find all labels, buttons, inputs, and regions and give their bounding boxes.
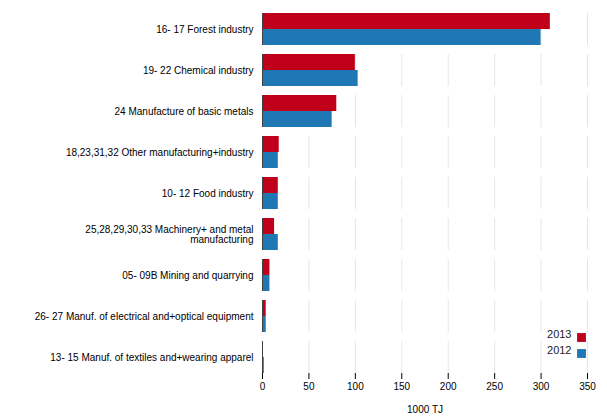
svg-text:19- 22 Chemical industry: 19- 22 Chemical industry bbox=[143, 65, 254, 76]
svg-text:26- 27 Manuf. of electrical an: 26- 27 Manuf. of electrical and+optical … bbox=[35, 311, 254, 322]
svg-text:0: 0 bbox=[260, 381, 266, 392]
svg-text:200: 200 bbox=[440, 381, 457, 392]
svg-text:18,23,31,32 Other manufacturin: 18,23,31,32 Other manufacturing+industry bbox=[66, 147, 254, 158]
svg-text:05- 09B Mining and quarrying: 05- 09B Mining and quarrying bbox=[122, 270, 253, 281]
svg-text:350: 350 bbox=[579, 381, 596, 392]
svg-text:50: 50 bbox=[303, 381, 315, 392]
svg-text:13- 15 Manuf. of textiles and+: 13- 15 Manuf. of textiles and+wearing ap… bbox=[50, 352, 253, 363]
svg-text:2012: 2012 bbox=[547, 344, 571, 356]
svg-text:10- 12 Food industry: 10- 12 Food industry bbox=[162, 188, 254, 199]
svg-text:250: 250 bbox=[486, 381, 503, 392]
svg-text:100: 100 bbox=[347, 381, 364, 392]
svg-text:16- 17 Forest industry: 16- 17 Forest industry bbox=[156, 24, 253, 35]
svg-text:25,28,29,30,33 Machinery+ and: 25,28,29,30,33 Machinery+ and metalmanuf… bbox=[85, 224, 253, 245]
svg-text:2013: 2013 bbox=[547, 328, 571, 340]
svg-text:300: 300 bbox=[533, 381, 550, 392]
svg-text:24 Manufacture of basic metals: 24 Manufacture of basic metals bbox=[115, 106, 254, 117]
svg-text:150: 150 bbox=[393, 381, 410, 392]
svg-text:1000 TJ: 1000 TJ bbox=[407, 404, 443, 415]
